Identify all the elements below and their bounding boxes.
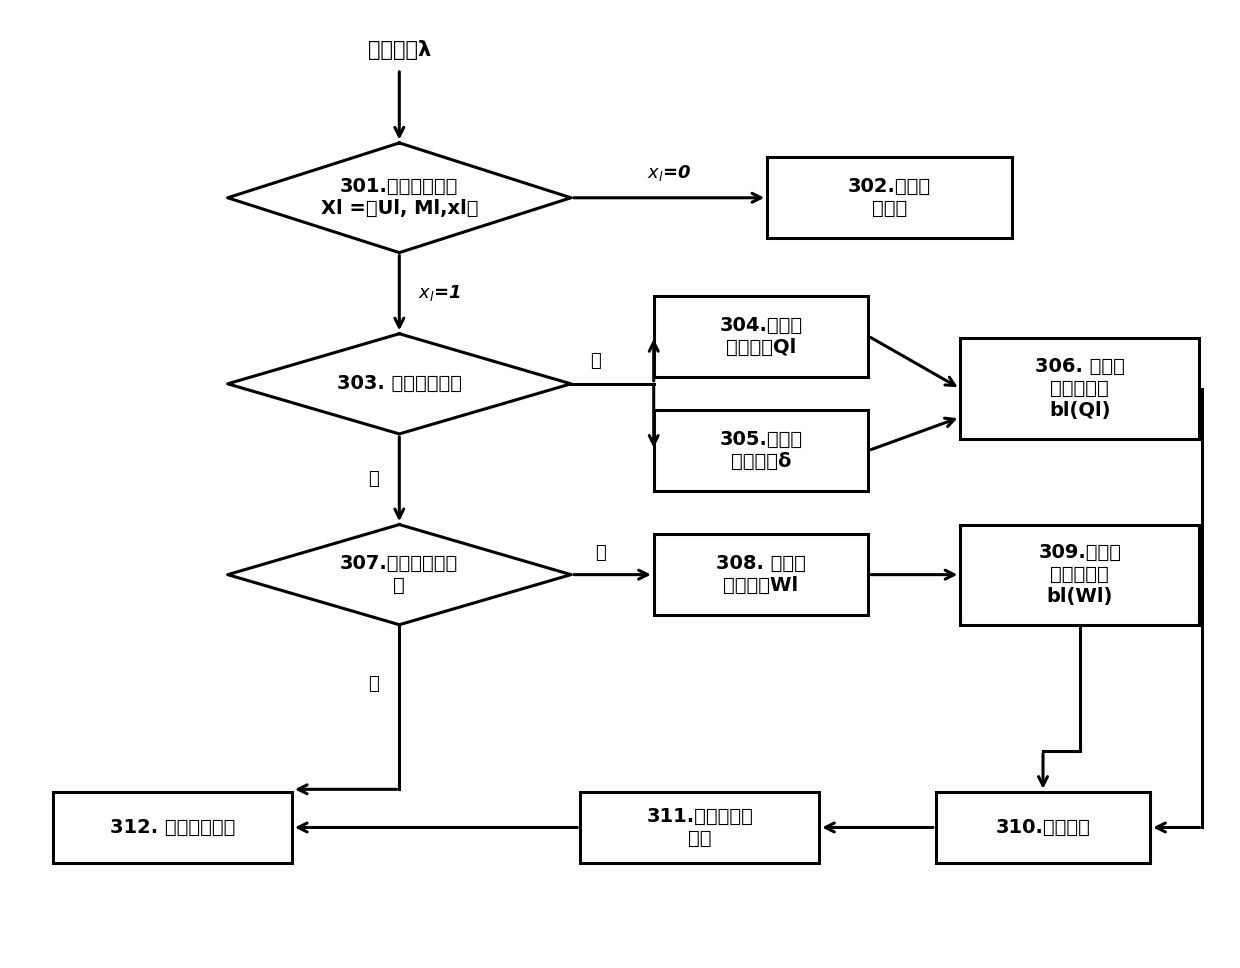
Text: 否: 否: [368, 676, 378, 693]
Polygon shape: [228, 525, 570, 624]
Text: 是: 是: [590, 351, 601, 370]
Text: 302.记录当
前状态: 302.记录当 前状态: [848, 177, 931, 218]
Text: 312. 记录当前状态: 312. 记录当前状态: [110, 818, 236, 837]
Text: 306. 计算需
求资源报价
bl(Ql): 306. 计算需 求资源报价 bl(Ql): [1035, 357, 1125, 420]
Polygon shape: [228, 143, 570, 253]
Text: $x_l$=1: $x_l$=1: [418, 284, 460, 303]
Bar: [653, 295, 868, 377]
Text: 否: 否: [368, 470, 378, 488]
Text: 311.分配与回收
资源: 311.分配与回收 资源: [646, 807, 753, 848]
Text: 307.是否有资源剩
余: 307.是否有资源剩 余: [340, 554, 459, 595]
Bar: [936, 792, 1151, 863]
Text: 310.内部拍卖: 310.内部拍卖: [996, 818, 1090, 837]
Text: 304.计算资
源需求量Ql: 304.计算资 源需求量Ql: [719, 316, 802, 356]
Text: 是: 是: [595, 544, 606, 562]
Text: 用户到达λ: 用户到达λ: [368, 40, 432, 60]
Text: 303. 是否需要资源: 303. 是否需要资源: [337, 375, 461, 393]
Text: $x_l$=0: $x_l$=0: [647, 164, 691, 184]
Bar: [580, 792, 820, 863]
Bar: [653, 534, 868, 616]
Bar: [53, 792, 291, 863]
Text: 301.更新切片状态
Xl =〈Ul, Ml,xl〉: 301.更新切片状态 Xl =〈Ul, Ml,xl〉: [321, 177, 479, 218]
Bar: [653, 410, 868, 491]
Bar: [960, 339, 1199, 439]
Polygon shape: [228, 334, 570, 434]
Text: 308. 计算资
源回收量Wl: 308. 计算资 源回收量Wl: [715, 554, 806, 595]
Text: 305.计算切
片优先级δ: 305.计算切 片优先级δ: [719, 430, 802, 471]
Bar: [960, 525, 1199, 624]
Text: 309.计算回
收资源报价
bl(Wl): 309.计算回 收资源报价 bl(Wl): [1038, 543, 1121, 606]
Bar: [768, 157, 1012, 238]
